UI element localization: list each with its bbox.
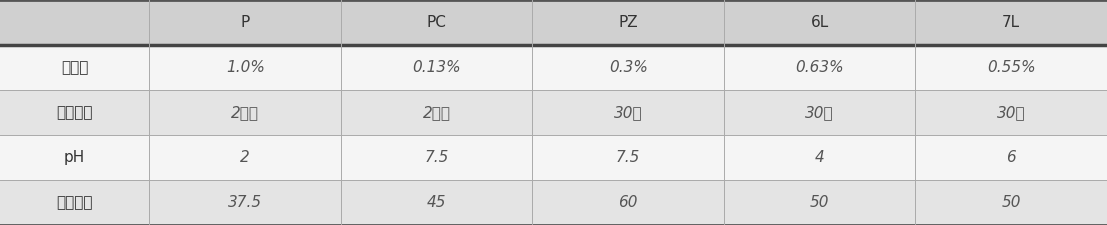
Bar xyxy=(341,45,532,90)
Text: 45: 45 xyxy=(427,195,446,210)
Text: 37.5: 37.5 xyxy=(228,195,262,210)
Text: 2: 2 xyxy=(240,150,250,165)
Text: 7L: 7L xyxy=(1002,15,1021,30)
Bar xyxy=(915,90,1107,135)
Bar xyxy=(149,45,341,90)
Text: 2시간: 2시간 xyxy=(423,105,451,120)
Text: PC: PC xyxy=(427,15,446,30)
Bar xyxy=(724,90,915,135)
Bar xyxy=(149,0,341,45)
Bar xyxy=(341,180,532,225)
Text: 2시간: 2시간 xyxy=(231,105,259,120)
Bar xyxy=(532,135,724,180)
Text: 0.3%: 0.3% xyxy=(609,60,648,75)
Text: pH: pH xyxy=(64,150,85,165)
Bar xyxy=(532,90,724,135)
Bar xyxy=(0,0,149,45)
Bar xyxy=(0,135,149,180)
Bar xyxy=(724,180,915,225)
Bar xyxy=(915,45,1107,90)
Text: 0.63%: 0.63% xyxy=(796,60,844,75)
Bar xyxy=(149,135,341,180)
Bar xyxy=(724,135,915,180)
Bar xyxy=(341,135,532,180)
Bar xyxy=(341,90,532,135)
Text: 30분: 30분 xyxy=(806,105,834,120)
Bar xyxy=(915,0,1107,45)
Bar xyxy=(149,90,341,135)
Bar xyxy=(915,180,1107,225)
Bar xyxy=(532,45,724,90)
Bar xyxy=(915,135,1107,180)
Text: 50: 50 xyxy=(810,195,829,210)
Text: 0.13%: 0.13% xyxy=(413,60,461,75)
Bar xyxy=(149,180,341,225)
Bar xyxy=(0,180,149,225)
Bar xyxy=(0,45,149,90)
Text: 0.55%: 0.55% xyxy=(987,60,1035,75)
Bar xyxy=(724,0,915,45)
Text: 4: 4 xyxy=(815,150,825,165)
Bar xyxy=(532,0,724,45)
Text: 50: 50 xyxy=(1002,195,1021,210)
Text: 30분: 30분 xyxy=(614,105,642,120)
Text: 사용량: 사용량 xyxy=(61,60,89,75)
Bar xyxy=(724,45,915,90)
Bar xyxy=(0,90,149,135)
Text: 60: 60 xyxy=(619,195,638,210)
Text: PZ: PZ xyxy=(619,15,638,30)
Text: 반응시간: 반응시간 xyxy=(56,105,93,120)
Bar xyxy=(532,180,724,225)
Text: 7.5: 7.5 xyxy=(615,150,641,165)
Text: 6: 6 xyxy=(1006,150,1016,165)
Text: 30분: 30분 xyxy=(997,105,1025,120)
Text: P: P xyxy=(240,15,250,30)
Text: 반응온도: 반응온도 xyxy=(56,195,93,210)
Text: 1.0%: 1.0% xyxy=(226,60,265,75)
Text: 7.5: 7.5 xyxy=(424,150,449,165)
Text: 6L: 6L xyxy=(810,15,829,30)
Bar xyxy=(341,0,532,45)
